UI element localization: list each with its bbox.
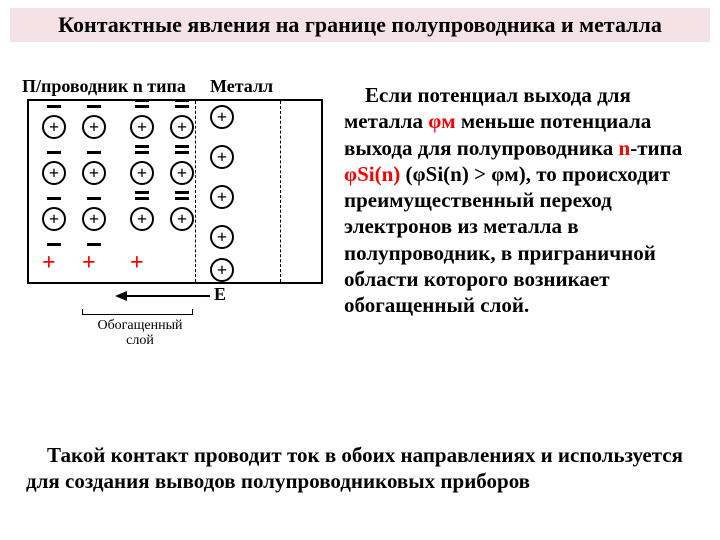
minus-icon (87, 243, 101, 246)
minus-icon (87, 151, 101, 154)
minus-icon (175, 197, 189, 200)
minus-icon (175, 99, 189, 102)
circled-plus-icon: + (210, 225, 234, 249)
minus-icon (175, 191, 189, 194)
circled-plus-icon: + (130, 161, 154, 185)
e-field-label: Е (214, 284, 226, 305)
circled-plus-icon: + (130, 115, 154, 139)
circled-plus-icon: + (42, 161, 66, 185)
minus-icon (87, 105, 101, 108)
circled-plus-icon: + (170, 161, 194, 185)
red-plus-icon: + (42, 250, 56, 277)
circled-plus-icon: + (210, 258, 234, 282)
circled-plus-icon: + (170, 115, 194, 139)
red-plus-icon: + (82, 250, 96, 277)
circled-plus-icon: + (82, 115, 106, 139)
p-t5: обогащенный слой. (344, 293, 529, 317)
circled-plus-icon: + (130, 207, 154, 231)
circled-plus-icon: + (42, 115, 66, 139)
enriched-line2: слой (126, 333, 154, 348)
minus-icon (175, 105, 189, 108)
enriched-bracket (82, 314, 193, 315)
title-bar: Контактные явления на границе полупровод… (10, 8, 710, 42)
minus-icon (47, 105, 61, 108)
minus-icon (47, 151, 61, 154)
main-paragraph: Если потенциал выхода для металла φм мен… (344, 82, 706, 318)
circled-plus-icon: + (82, 207, 106, 231)
minus-icon (135, 99, 149, 102)
enriched-layer-label: Обогащенный слой (90, 318, 190, 349)
circled-plus-icon: + (210, 105, 234, 129)
circled-plus-icon: + (42, 207, 66, 231)
minus-icon (47, 197, 61, 200)
minus-icon (87, 197, 101, 200)
minus-icon (175, 145, 189, 148)
circled-plus-icon: + (82, 161, 106, 185)
circled-plus-icon: + (210, 145, 234, 169)
title-text: Контактные явления на границе полупровод… (58, 12, 662, 37)
metal-label: Металл (210, 76, 273, 97)
divider-1 (195, 101, 196, 282)
minus-icon (47, 243, 61, 246)
red-plus-icon: + (130, 250, 144, 277)
phi-m: φм (428, 109, 455, 133)
n-type: n (619, 136, 631, 160)
semiconductor-label: П/проводник n типа (22, 76, 186, 97)
circled-plus-icon: + (210, 185, 234, 209)
p-t3: -типа (630, 136, 682, 160)
minus-icon (135, 191, 149, 194)
minus-icon (135, 151, 149, 154)
e-arrow-line (125, 295, 210, 297)
minus-icon (135, 145, 149, 148)
e-arrow-head (115, 291, 127, 301)
bottom-paragraph: Такой контакт проводит ток в обоих напра… (26, 442, 706, 495)
minus-icon (175, 151, 189, 154)
divider-2 (280, 101, 281, 282)
circled-plus-icon: + (170, 207, 194, 231)
enriched-line1: Обогащенный (97, 318, 182, 333)
phi-si: φSi(n) (344, 162, 400, 186)
minus-icon (135, 105, 149, 108)
minus-icon (135, 197, 149, 200)
